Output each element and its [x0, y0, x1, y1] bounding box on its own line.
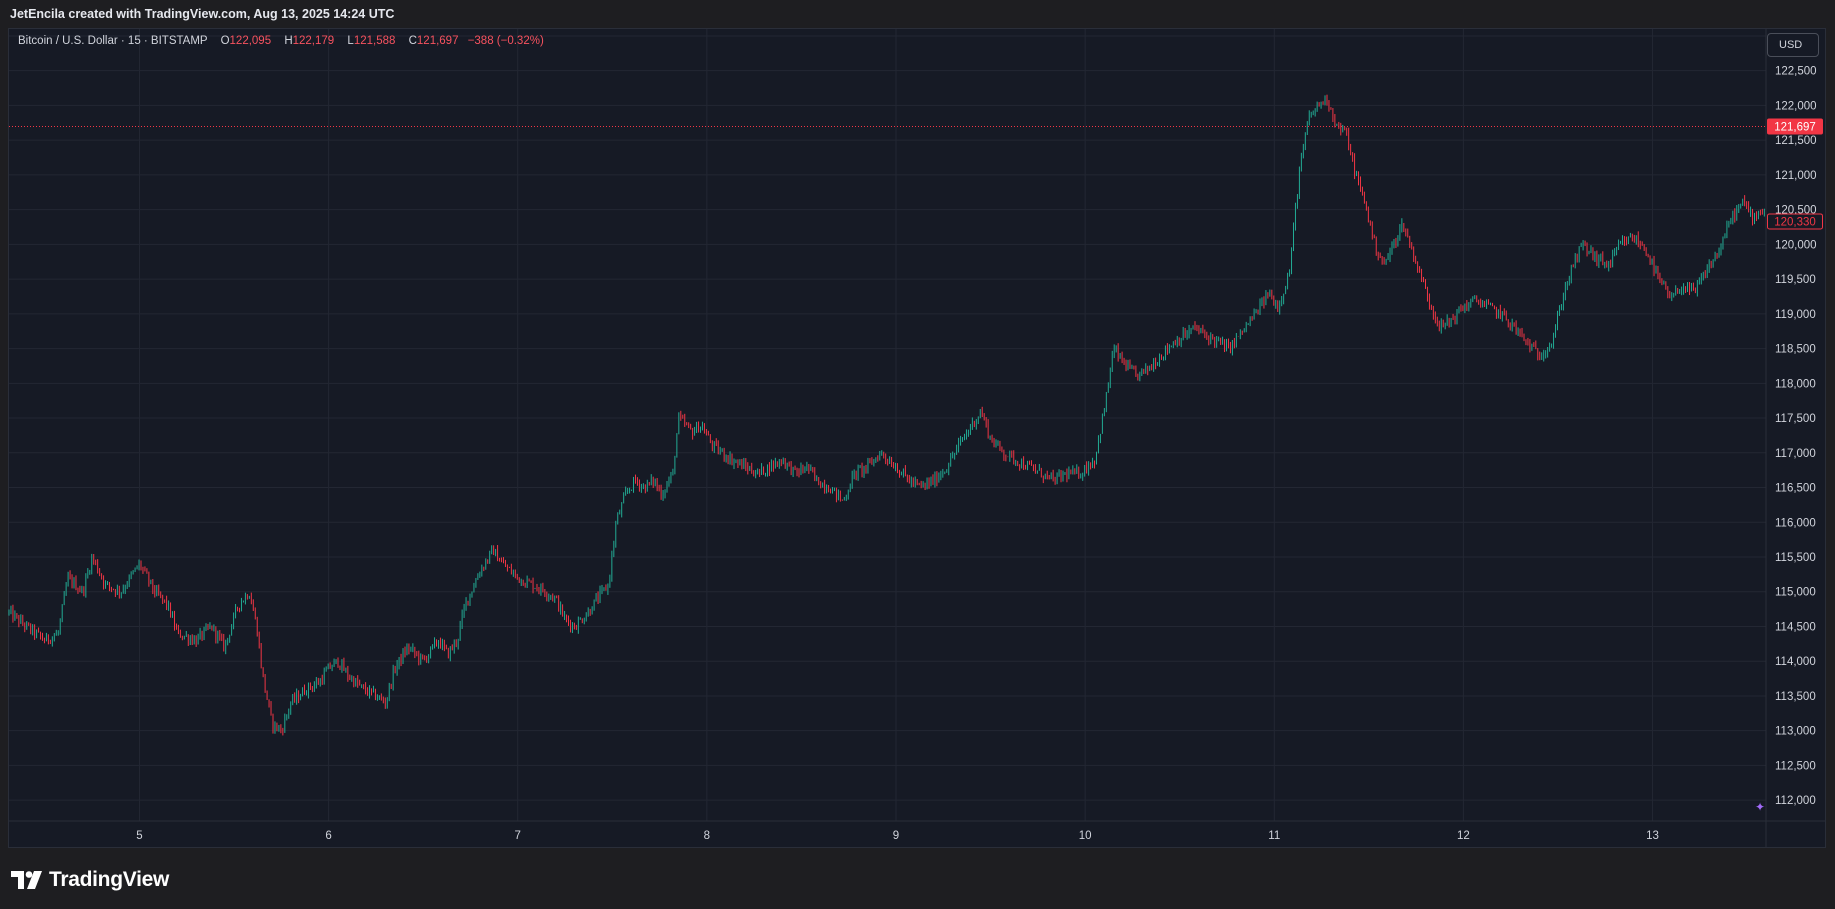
time-axis-label: 9 [893, 830, 899, 842]
price-axis-label: 115,000 [1775, 587, 1816, 599]
open-key: O [220, 35, 230, 47]
price-axis-label: 120,000 [1775, 239, 1817, 251]
price-axis-label: 115,500 [1775, 552, 1816, 564]
close-value: 121,697 [416, 35, 459, 47]
time-axis-label: 5 [136, 830, 142, 842]
time-axis-label: 11 [1268, 830, 1280, 842]
symbol-title[interactable]: Bitcoin / U.S. Dollar · 15 · BITSTAMP [18, 35, 208, 47]
price-axis-label: 113,500 [1775, 691, 1816, 703]
chart-frame[interactable] [8, 28, 1826, 848]
time-axis-label: 10 [1079, 830, 1092, 842]
last-price-tag [1767, 118, 1823, 135]
price-axis-label: 122,500 [1775, 66, 1817, 78]
price-axis-label: 121,500 [1775, 135, 1817, 147]
price-axis-label: 117,500 [1775, 413, 1816, 425]
price-axis-label: 113,000 [1775, 726, 1816, 738]
price-axis-label: 119,000 [1775, 309, 1816, 321]
price-axis-label: 116,000 [1775, 517, 1816, 529]
high-value: 122,179 [292, 35, 335, 47]
price-axis-label: 114,500 [1775, 621, 1816, 633]
price-axis-label: 114,000 [1775, 656, 1816, 668]
symbol-legend: Bitcoin / U.S. Dollar · 15 · BITSTAMP O1… [18, 35, 544, 51]
tradingview-logo-icon [11, 871, 42, 889]
author-credit: JetEncila created with TradingView.com, … [10, 7, 395, 21]
price-axis-label: 122,000 [1775, 100, 1817, 112]
time-axis-label: 13 [1646, 830, 1659, 842]
price-axis-label: 121,000 [1775, 170, 1817, 182]
last-price-tag-label: 121,697 [1774, 121, 1816, 133]
low-key: L [347, 35, 354, 47]
low-value: 121,588 [353, 35, 396, 47]
price-axis-label: 118,500 [1775, 344, 1816, 356]
price-axis-label: 112,500 [1775, 760, 1816, 772]
price-axis-label: 116,500 [1775, 483, 1816, 495]
currency-button[interactable]: USD [1767, 33, 1819, 57]
tradingview-logo: TradingView [11, 866, 169, 894]
price-axis-label: 119,500 [1775, 274, 1816, 286]
currency-label: USD [1779, 39, 1803, 51]
tradingview-logo-text: TradingView [49, 868, 170, 891]
price-axis-label: 112,000 [1775, 795, 1816, 807]
top-credit-bar: JetEncila created with TradingView.com, … [0, 0, 1835, 28]
high-key: H [284, 35, 293, 47]
open-value: 122,095 [229, 35, 272, 47]
price-chart[interactable]: 112,000 112,500 113,000 113,500 114,000 114,5… [8, 28, 1826, 848]
time-axis-label: 6 [325, 830, 331, 842]
close-key: C [408, 35, 417, 47]
time-axis-label: 12 [1457, 830, 1470, 842]
secondary-price-tag [1767, 213, 1823, 230]
sparkle-icon[interactable]: ✦ [1755, 800, 1766, 814]
time-axis-label: 8 [704, 830, 710, 842]
price-axis-label: 118,000 [1775, 378, 1816, 390]
time-axis-label: 7 [515, 830, 521, 842]
secondary-price-tag-label: 120,330 [1774, 216, 1816, 228]
change-value: −388 (−0.32%) [467, 35, 544, 47]
price-axis-label: 117,000 [1775, 448, 1816, 460]
